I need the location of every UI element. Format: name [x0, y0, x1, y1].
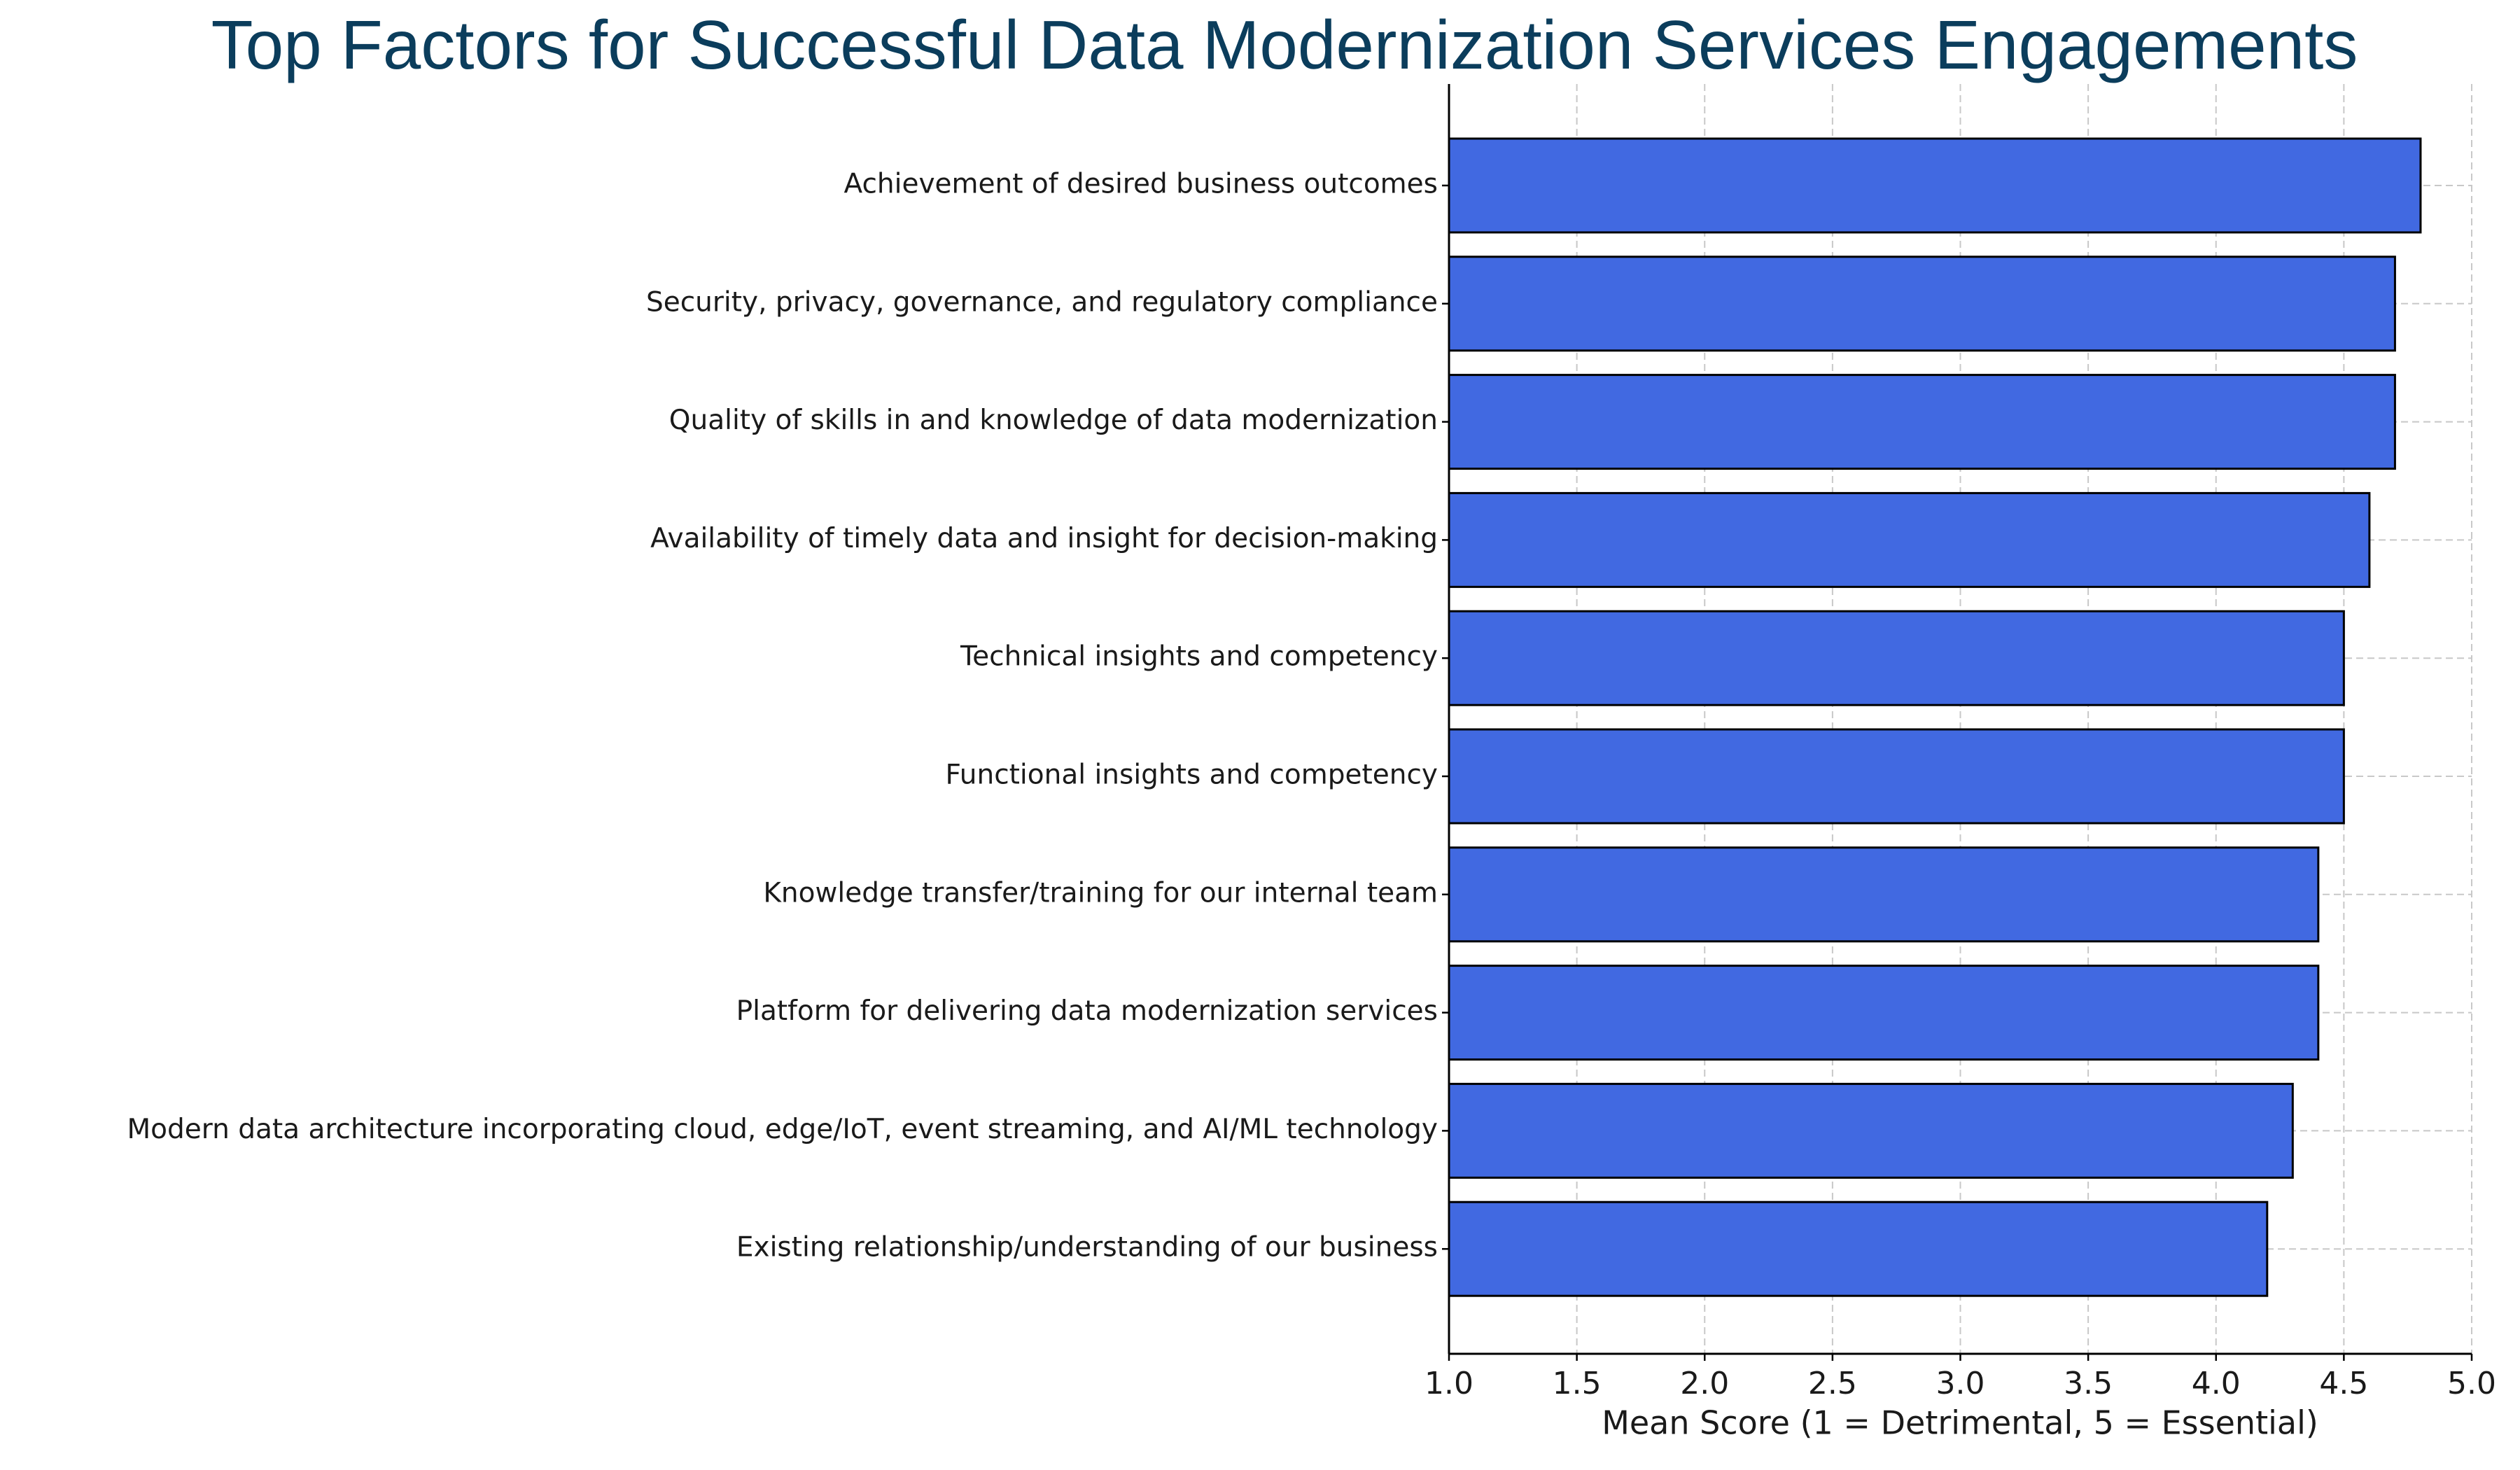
y-tick-label: Availability of timely data and insight … [650, 523, 1438, 554]
y-tick-label: Modern data architecture incorporating c… [127, 1114, 1438, 1145]
x-axis-label: Mean Score (1 = Detrimental, 5 = Essenti… [1602, 1404, 2318, 1442]
x-tick-label: 2.5 [1808, 1366, 1857, 1401]
bar [1448, 255, 2396, 352]
x-tick-label: 2.0 [1680, 1366, 1729, 1401]
bar [1448, 491, 2371, 588]
y-tick-label: Achievement of desired business outcomes [844, 169, 1438, 200]
y-tick-label: Quality of skills in and knowledge of da… [669, 405, 1438, 436]
x-tick-label: 1.0 [1424, 1366, 1474, 1401]
y-tick-label: Knowledge transfer/training for our inte… [763, 877, 1438, 909]
x-tick-label: 4.5 [2319, 1366, 2368, 1401]
y-tick-label: Security, privacy, governance, and regul… [646, 286, 1438, 318]
x-tick-label: 5.0 [2447, 1366, 2496, 1401]
chart-title: Top Factors for Successful Data Moderniz… [211, 6, 2358, 83]
bar [1448, 137, 2422, 234]
y-tick-label: Technical insights and competency [960, 641, 1438, 673]
bar [1448, 846, 2320, 943]
y-tick-label: Existing relationship/understanding of o… [736, 1232, 1438, 1264]
x-tick-label: 1.5 [1553, 1366, 1602, 1401]
x-tick-label: 3.5 [2064, 1366, 2113, 1401]
bar [1448, 1082, 2294, 1179]
x-tick-label: 4.0 [2192, 1366, 2241, 1401]
y-tick-label: Platform for delivering data modernizati… [736, 995, 1438, 1027]
bar [1448, 1200, 2269, 1297]
y-tick-label: Functional insights and competency [945, 760, 1438, 791]
bar [1448, 374, 2396, 470]
x-tick-label: 3.0 [1936, 1366, 1985, 1401]
bar [1448, 610, 2345, 706]
bar [1448, 728, 2345, 825]
bar [1448, 965, 2320, 1061]
